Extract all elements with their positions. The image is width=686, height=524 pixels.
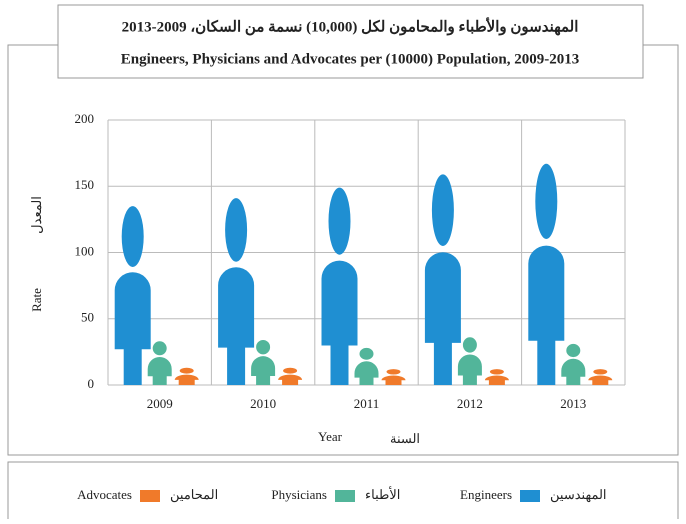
legend-label: Advocates <box>77 487 132 502</box>
y-tick-label: 100 <box>75 243 95 258</box>
chart-subtitle: Engineers, Physicians and Advocates per … <box>121 51 580 67</box>
x-axis-label-ar: السنة <box>390 431 420 446</box>
pictogram <box>147 341 172 385</box>
pictogram <box>251 339 276 385</box>
y-axis-label-ar: المعدل <box>29 196 44 234</box>
x-tick-label: 2013 <box>560 396 586 411</box>
chart-title: المهندسون والأطباء والمحامون لكل (10,000… <box>122 16 579 35</box>
legend-swatch <box>335 490 355 502</box>
pictogram <box>484 369 509 385</box>
pictogram <box>381 369 406 385</box>
x-tick-label: 2011 <box>354 396 380 411</box>
pictogram <box>218 198 255 385</box>
legend-label: Engineers <box>460 487 512 502</box>
pictogram <box>354 347 379 385</box>
y-tick-label: 200 <box>75 111 95 126</box>
y-tick-label: 150 <box>75 177 95 192</box>
y-tick-label: 0 <box>88 376 95 391</box>
y-axis-label: Rate <box>29 288 44 312</box>
pictogram <box>278 367 303 385</box>
legend-swatch <box>140 490 160 502</box>
title-box <box>57 4 644 79</box>
pictogram <box>528 163 565 385</box>
y-tick-label: 50 <box>81 310 94 325</box>
x-tick-label: 2012 <box>457 396 483 411</box>
pictogram <box>424 174 461 385</box>
x-tick-label: 2010 <box>250 396 276 411</box>
legend-label-ar: الأطباء <box>365 486 400 502</box>
pictogram <box>561 343 586 385</box>
legend-label-ar: المهندسين <box>550 487 607 503</box>
x-tick-label: 2009 <box>147 396 173 411</box>
legend-label-ar: المحامين <box>170 487 218 503</box>
pictogram <box>114 206 151 385</box>
x-axis-label: Year <box>318 429 343 444</box>
pictogram <box>321 187 358 385</box>
pictogram <box>174 367 199 385</box>
pictogram <box>588 369 613 385</box>
legend-label: Physicians <box>271 487 327 502</box>
legend-swatch <box>520 490 540 502</box>
pictogram <box>457 337 482 385</box>
